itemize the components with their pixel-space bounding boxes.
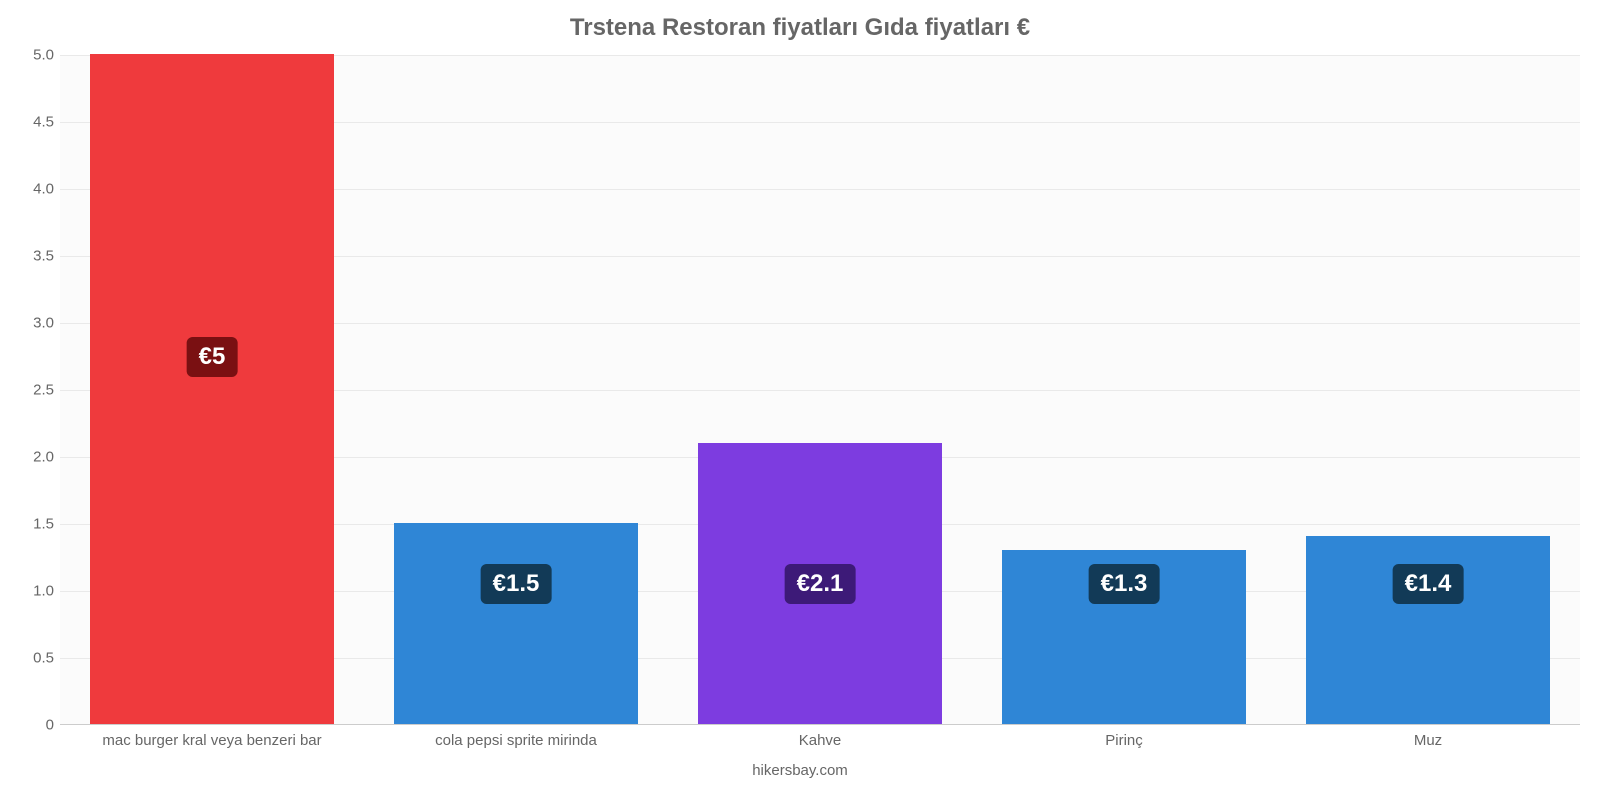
chart-footer: hikersbay.com [0,762,1600,779]
y-tick-label: 4.5 [4,114,54,131]
chart-container: Trstena Restoran fiyatları Gıda fiyatlar… [0,0,1600,800]
y-tick-label: 0 [4,717,54,734]
bar [394,523,637,724]
bar-value-label: €1.5 [481,564,552,604]
y-tick-label: 5.0 [4,47,54,64]
x-tick-label: mac burger kral veya benzeri bar [102,732,321,749]
bar-value-label: €1.4 [1393,564,1464,604]
y-tick-label: 1.0 [4,583,54,600]
bar-value-label: €1.3 [1089,564,1160,604]
x-tick-label: Kahve [799,732,842,749]
bar-value-label: €2.1 [785,564,856,604]
y-tick-label: 4.0 [4,181,54,198]
y-tick-label: 2.0 [4,449,54,466]
y-tick-label: 3.0 [4,315,54,332]
chart-title: Trstena Restoran fiyatları Gıda fiyatlar… [0,14,1600,42]
y-tick-label: 0.5 [4,650,54,667]
bar-value-label: €5 [187,337,238,377]
x-tick-label: cola pepsi sprite mirinda [435,732,597,749]
y-tick-label: 3.5 [4,248,54,265]
plot-area: €5 €1.5 €2.1 €1.3 €1.4 [60,55,1580,725]
bar [90,54,333,724]
x-tick-label: Muz [1414,732,1442,749]
y-tick-label: 1.5 [4,516,54,533]
y-tick-label: 2.5 [4,382,54,399]
x-tick-label: Pirinç [1105,732,1143,749]
